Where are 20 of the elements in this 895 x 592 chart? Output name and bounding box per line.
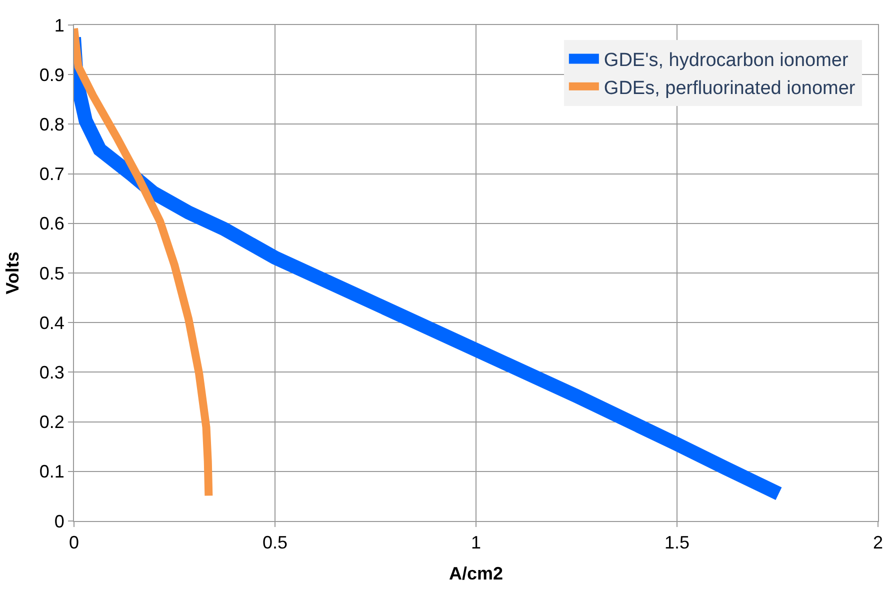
x-tick-label: 2 [872,532,884,553]
x-axis-title: A/cm2 [448,564,504,584]
x-tick-label: 0 [68,532,80,553]
legend-label: GDE's, hydrocarbon ionomer [604,50,849,72]
y-tick-label: 0.7 [39,164,64,184]
legend-label: GDEs, perfluorinated ionomer [604,78,856,99]
x-tick-label: 1 [470,532,482,553]
y-tick-label: 0.9 [39,64,64,85]
y-tick-label: 0.6 [39,214,64,234]
y-tick-label: 0.2 [39,412,64,432]
y-tick-label: 0.1 [39,462,64,482]
y-tick-label: 1 [54,15,64,36]
x-tick-label: 0.5 [262,532,288,553]
y-tick-label: 0 [54,511,64,532]
y-tick-label: 0.5 [39,263,64,284]
y-tick-label: 0.8 [39,114,64,134]
y-tick-label: 0.3 [39,362,64,382]
x-tick-label: 1.5 [664,532,690,553]
y-axis-title: Volts [2,252,23,294]
y-tick-label: 0.4 [39,312,64,333]
